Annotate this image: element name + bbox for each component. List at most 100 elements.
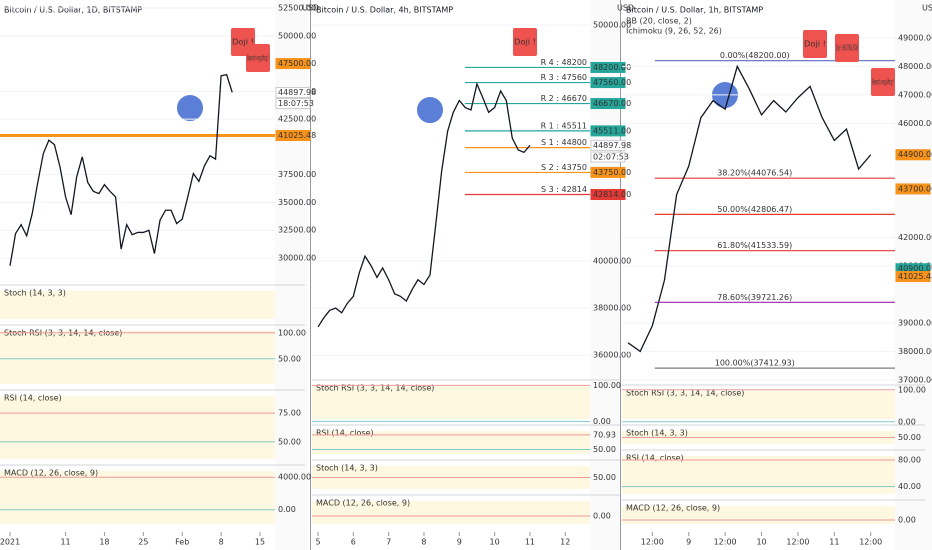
price-label-bg [895, 149, 931, 161]
chart-title: Bitcoin / U.S. Dollar, 1D, BITSTAMP [4, 6, 142, 15]
price-label: 46670.00 [593, 99, 631, 108]
price-label: 40900.00 [898, 264, 932, 273]
indicator-tick-label: 40.00 [898, 482, 921, 491]
axis-strip [590, 0, 620, 550]
x-tick-label: 5 [315, 538, 320, 547]
x-tick-label: 12 [560, 538, 570, 547]
indicator-tick-label: 50.00 [593, 473, 616, 482]
indicator-name: Stoch (14, 3, 3) [4, 289, 66, 298]
indicator-legend: BB (20, close, 2) [626, 17, 692, 26]
indicator-name: MACD (12, 26, close, 9) [4, 469, 98, 478]
y-tick-label: 38000.00 [898, 347, 932, 356]
price-label-bg [590, 166, 626, 178]
x-tick-label: 18 [99, 538, 109, 547]
indicator-tick-label: 0.00 [898, 516, 916, 525]
price-line [9, 73, 233, 266]
pane-band [312, 501, 590, 524]
y-tick-label: 39000.00 [898, 318, 932, 327]
callout-text: Doji ! [514, 38, 536, 47]
price-label-bg [590, 125, 626, 137]
bitcoin-logo [415, 95, 445, 125]
indicator-legend: Ichimoku (9, 26, 52, 26) [626, 27, 722, 36]
pane-band [622, 391, 895, 419]
y-tick-label: 37000.00 [898, 375, 932, 384]
x-tick-label: 10 [756, 538, 766, 547]
x-tick-label: Feb [175, 538, 189, 547]
indicator-tick-label: 100.00 [898, 385, 926, 394]
indicator-name: MACD (12, 26, close, 9) [316, 499, 410, 508]
price-label-bg [590, 189, 626, 201]
price-label: 48200.00 [593, 63, 631, 72]
level-label: 61.80%(41533.59) [717, 241, 792, 250]
price-label: 18:07:53 [278, 99, 314, 108]
price-label: 47500.00 [278, 59, 316, 68]
indicator-tick-label: 70.93 [593, 430, 616, 439]
indicator-tick-label: 50.00 [593, 445, 616, 454]
level-label: 50.00%(42806.47) [717, 205, 792, 214]
indicator-name: Stoch (14, 3, 3) [626, 429, 688, 438]
y-tick-label: 30000.00 [278, 254, 316, 263]
y-tick-label: 47000.00 [898, 90, 932, 99]
pane-band [0, 331, 275, 384]
price-label-bg [590, 151, 626, 163]
callout [803, 30, 827, 58]
price-label-bg [895, 271, 931, 283]
level-label: 78.60%(39721.26) [717, 293, 792, 302]
y-tick-label: 48000.00 [898, 62, 932, 71]
y-tick-label: 42000.00 [898, 233, 932, 242]
callout [513, 28, 537, 56]
x-tick-label: 9 [686, 538, 691, 547]
indicator-tick-label: 4000.00 [278, 473, 311, 482]
indicator-tick-label: 100.00 [593, 381, 621, 390]
callout [871, 68, 895, 96]
level-label: S 2 : 43750 [541, 163, 587, 172]
x-tick-label: 25 [138, 538, 148, 547]
y-tick-label: 32500.00 [278, 226, 316, 235]
indicator-name: Stoch RSI (3, 3, 14, 14, close) [316, 384, 434, 393]
y-tick-label: 40000.00 [593, 256, 631, 265]
price-label: 44900.00 [898, 150, 932, 159]
x-tick-label: 9 [457, 538, 462, 547]
x-tick-label: 10 [490, 538, 500, 547]
x-tick-label: 7 [386, 538, 391, 547]
indicator-name: MACD (12, 26, close, 9) [626, 504, 720, 513]
price-label: 44897.98 [278, 88, 316, 97]
x-tick-label: 8 [421, 538, 426, 547]
price-label: 43750.00 [593, 168, 631, 177]
x-tick-label: 11 [525, 538, 535, 547]
pane-band [312, 386, 590, 419]
callout-text: Bearish engulfing ! [872, 78, 894, 87]
indicator-tick-label: 50.00 [278, 437, 301, 446]
price-label-bg [275, 58, 311, 70]
indicator-tick-label: 0.00 [593, 512, 611, 521]
chart-title: Bitcoin / U.S. Dollar, 4h, BITSTAMP [316, 6, 453, 15]
price-line [627, 64, 872, 353]
level-label: S 3 : 42814 [541, 185, 587, 194]
price-label-bg [275, 86, 311, 98]
x-tick-label: 12:00 [641, 538, 664, 547]
bitcoin-logo [175, 93, 205, 123]
level-label: 100.00%(37412.93) [715, 359, 795, 368]
y-tick-label: 46000.00 [898, 119, 932, 128]
y-tick-label: 35000.00 [278, 198, 316, 207]
pane-band [0, 396, 275, 459]
callout-text: Doji ! [232, 38, 254, 47]
axis-strip [275, 0, 308, 550]
y-tick-label: 50000.00 [593, 21, 631, 30]
y-tick-label: 52500.00 [278, 4, 316, 13]
price-label: 47560.00 [593, 78, 631, 87]
pane-band [312, 431, 590, 454]
price-label: 43700.00 [898, 184, 932, 193]
y-tick-label: 49000.00 [898, 33, 932, 42]
callout-text: Doji ! SHOOTING STAR [836, 44, 858, 53]
indicator-tick-label: 50.00 [898, 433, 921, 442]
indicator-tick-label: 0.00 [898, 417, 916, 426]
indicator-tick-label: 0.00 [593, 417, 611, 426]
currency: USD [302, 4, 319, 13]
indicator-name: RSI (14, close) [4, 394, 62, 403]
x-tick-label: 6 [351, 538, 356, 547]
price-label-bg [275, 98, 311, 110]
callout-text: Bearish engulfing ! [247, 54, 269, 63]
indicator-tick-label: 100.00 [278, 328, 306, 337]
